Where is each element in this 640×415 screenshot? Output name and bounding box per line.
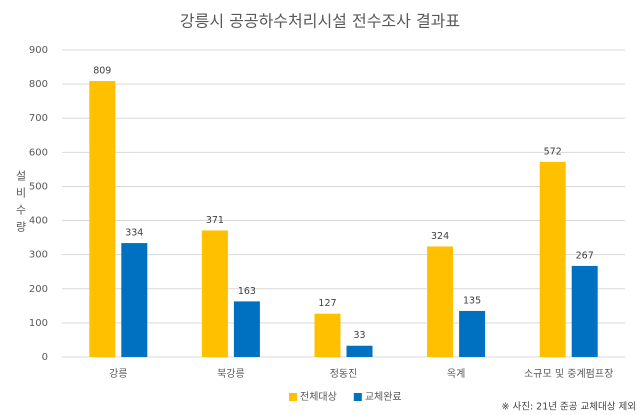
- value-label: 127: [318, 298, 336, 309]
- x-tick-label: 정동진: [330, 368, 358, 380]
- value-label: 135: [463, 295, 481, 306]
- value-label: 809: [93, 66, 111, 77]
- y-tick-label: 400: [29, 216, 48, 227]
- bar: [571, 265, 598, 357]
- legend-label: 전체대상: [300, 391, 337, 403]
- y-tick-label: 500: [29, 181, 48, 192]
- y-tick-label: 100: [29, 318, 48, 329]
- bar: [314, 313, 341, 357]
- bar: [89, 81, 116, 358]
- chart-title: 강릉시 공공하수처리시설 전수조사 결과표: [180, 12, 460, 31]
- x-tick-label: 강릉: [109, 368, 127, 380]
- y-tick-label: 600: [29, 147, 48, 158]
- x-tick-label: 북강릉: [217, 368, 245, 380]
- x-tick-label: 소규모 및 중계펌프장: [524, 368, 613, 380]
- y-axis-label: 설비수량: [14, 170, 27, 238]
- y-tick-label: 700: [29, 113, 48, 124]
- legend-swatch: [289, 393, 297, 401]
- value-label: 572: [544, 146, 562, 157]
- y-tick-label: 200: [29, 284, 48, 295]
- value-label: 371: [206, 215, 224, 226]
- bar: [427, 246, 454, 357]
- y-tick-label: 0: [42, 352, 48, 363]
- legend-label: 교체완료: [365, 391, 402, 403]
- x-tick-label: 옥계: [447, 368, 465, 380]
- bar: [459, 310, 486, 357]
- note: ※ 사진: 21년 준공 교체대상 제외: [502, 401, 637, 413]
- bar: [233, 301, 260, 357]
- value-label: 33: [353, 330, 365, 341]
- bar: [539, 161, 566, 357]
- value-label: 324: [431, 231, 449, 242]
- y-tick-label: 800: [29, 79, 48, 90]
- bar: [346, 345, 373, 357]
- bar: [121, 243, 148, 357]
- bar: [201, 230, 228, 357]
- value-label: 163: [238, 286, 256, 297]
- y-tick-label: 900: [29, 45, 48, 56]
- value-label: 334: [125, 228, 143, 239]
- legend-swatch: [353, 393, 362, 401]
- y-tick-label: 300: [29, 250, 48, 261]
- value-label: 267: [576, 250, 594, 261]
